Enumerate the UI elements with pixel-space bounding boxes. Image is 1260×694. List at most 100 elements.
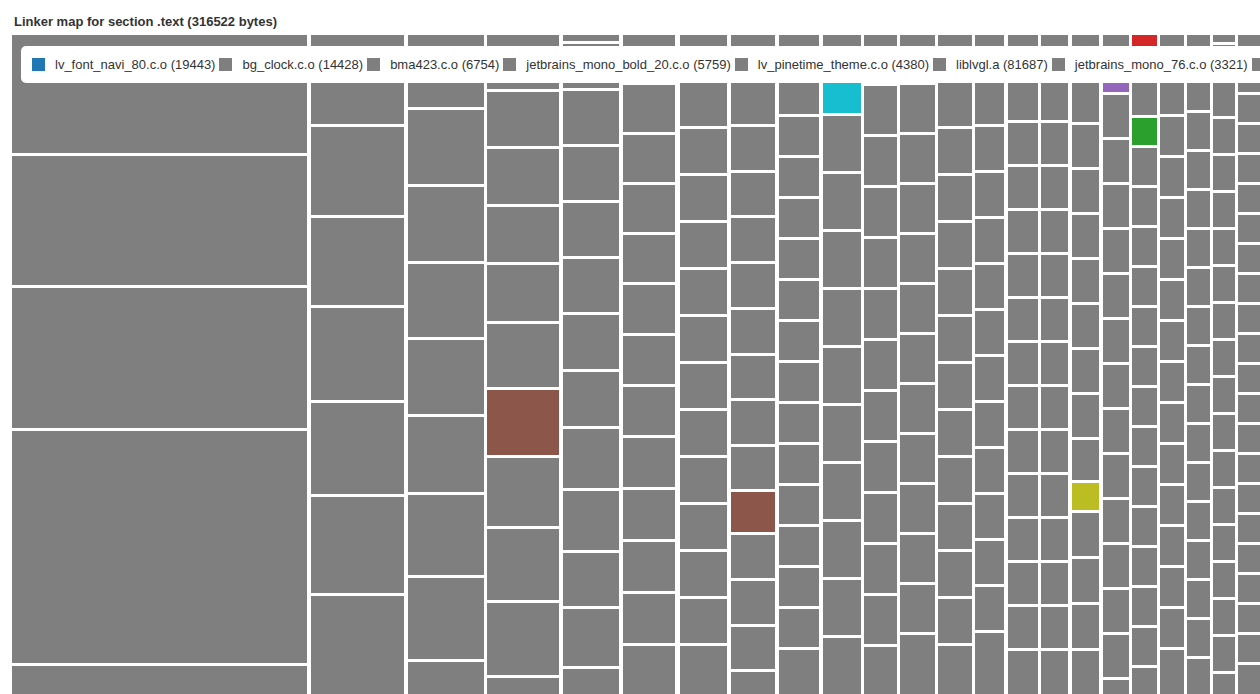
treemap-cell[interactable] (487, 324, 559, 387)
treemap-cell-highlight[interactable] (731, 492, 775, 532)
treemap-cell[interactable] (563, 259, 619, 312)
treemap-cell-highlight[interactable] (823, 83, 861, 113)
treemap-cell[interactable] (779, 363, 819, 401)
treemap-cell[interactable] (408, 110, 484, 184)
treemap-cell[interactable] (731, 127, 775, 170)
treemap-cell[interactable] (1160, 404, 1184, 442)
treemap-cell[interactable] (1213, 267, 1235, 301)
treemap-cell[interactable] (1238, 215, 1260, 242)
treemap-cell[interactable] (823, 638, 861, 694)
treemap-cell[interactable] (623, 438, 675, 487)
treemap-cell[interactable] (1238, 95, 1260, 122)
legend-item[interactable]: bg_clock.c.o (14428) (219, 57, 363, 72)
treemap-cell[interactable] (563, 35, 619, 41)
treemap-cell[interactable] (1103, 95, 1129, 137)
treemap-cell[interactable] (1103, 140, 1129, 182)
treemap-cell[interactable] (1160, 281, 1184, 319)
treemap-cell[interactable] (1072, 350, 1099, 392)
treemap-cell[interactable] (1160, 568, 1184, 606)
treemap-cell[interactable] (1160, 486, 1184, 524)
treemap-cell[interactable] (563, 203, 619, 256)
treemap-cell[interactable] (680, 82, 727, 126)
treemap-cell[interactable] (938, 270, 972, 314)
treemap-cell[interactable] (731, 310, 775, 353)
legend-item[interactable]: lv_pinetime_theme.c.o (4380) (735, 57, 929, 72)
treemap-cell[interactable] (1132, 388, 1157, 425)
treemap-cell[interactable] (823, 522, 861, 577)
treemap-cell[interactable] (779, 568, 819, 606)
treemap-cell[interactable] (1008, 343, 1038, 384)
treemap-cell[interactable] (1213, 526, 1235, 560)
treemap-cell[interactable] (1213, 193, 1235, 227)
treemap-cell[interactable] (900, 485, 935, 532)
treemap-cell[interactable] (731, 627, 775, 669)
treemap-cell[interactable] (1187, 503, 1210, 539)
treemap-cell[interactable] (311, 308, 404, 400)
treemap-cell[interactable] (900, 285, 935, 332)
treemap-cell[interactable] (779, 158, 819, 196)
treemap-cell[interactable] (1238, 515, 1260, 542)
treemap-cell[interactable] (1103, 365, 1129, 407)
treemap-cell[interactable] (12, 156, 307, 285)
treemap-cell[interactable] (864, 392, 897, 440)
treemap-cell[interactable] (1187, 659, 1210, 694)
treemap-cell[interactable] (1008, 211, 1038, 252)
treemap-cell[interactable] (623, 646, 675, 694)
treemap-cell[interactable] (1187, 347, 1210, 383)
treemap-cell[interactable] (680, 129, 727, 173)
treemap-cell[interactable] (1103, 185, 1129, 227)
treemap-cell[interactable] (563, 669, 619, 694)
treemap-cell[interactable] (1132, 228, 1157, 265)
treemap-cell[interactable] (1041, 123, 1068, 164)
treemap-cell[interactable] (1238, 305, 1260, 332)
treemap-cell[interactable] (1187, 620, 1210, 656)
treemap-cell[interactable] (1103, 680, 1129, 694)
treemap-cell[interactable] (731, 401, 775, 444)
treemap-cell[interactable] (938, 505, 972, 549)
treemap-cell[interactable] (1041, 79, 1068, 120)
treemap-cell[interactable] (563, 91, 619, 144)
treemap-cell[interactable] (680, 505, 727, 549)
treemap-cell[interactable] (563, 429, 619, 488)
treemap-cell[interactable] (1213, 378, 1235, 412)
treemap-cell[interactable] (623, 336, 675, 384)
treemap-cell[interactable] (1187, 230, 1210, 266)
treemap-cell[interactable] (975, 449, 1004, 492)
treemap-cell[interactable] (1132, 348, 1157, 385)
treemap-cell[interactable] (311, 218, 404, 305)
treemap-cell[interactable] (938, 552, 972, 596)
treemap-cell[interactable] (12, 288, 307, 428)
treemap-cell[interactable] (1072, 80, 1099, 122)
treemap-cell[interactable] (680, 411, 727, 455)
treemap-cell[interactable] (1213, 82, 1235, 116)
legend-item[interactable] (1252, 58, 1260, 71)
treemap-cell[interactable] (1160, 199, 1184, 237)
treemap-cell[interactable] (864, 647, 897, 694)
treemap-cell[interactable] (311, 497, 404, 593)
treemap-cell[interactable] (1132, 428, 1157, 465)
treemap-cell[interactable] (900, 135, 935, 182)
treemap-cell[interactable] (938, 411, 972, 455)
treemap-cell[interactable] (975, 265, 1004, 308)
treemap-cell[interactable] (975, 81, 1004, 124)
treemap-cell[interactable] (864, 86, 897, 134)
treemap-cell[interactable] (900, 635, 935, 694)
treemap-cell[interactable] (1103, 410, 1129, 452)
treemap-cell[interactable] (864, 341, 897, 389)
treemap-cell[interactable] (1187, 542, 1210, 578)
treemap-cell[interactable] (1238, 395, 1260, 422)
treemap-cell[interactable] (1041, 343, 1068, 384)
treemap-cell[interactable] (779, 486, 819, 524)
treemap-cell[interactable] (900, 335, 935, 382)
treemap-cell[interactable] (731, 535, 775, 578)
treemap-cell[interactable] (900, 185, 935, 232)
treemap-cell[interactable] (1008, 431, 1038, 472)
treemap-cell[interactable] (1160, 117, 1184, 155)
treemap-cell[interactable] (1132, 468, 1157, 505)
treemap-cell[interactable] (1132, 588, 1157, 625)
treemap-cell[interactable] (1103, 455, 1129, 497)
treemap-cell[interactable] (1008, 167, 1038, 208)
treemap-cell[interactable] (1041, 431, 1068, 472)
treemap-cell[interactable] (1103, 545, 1129, 587)
treemap-cell[interactable] (779, 281, 819, 319)
